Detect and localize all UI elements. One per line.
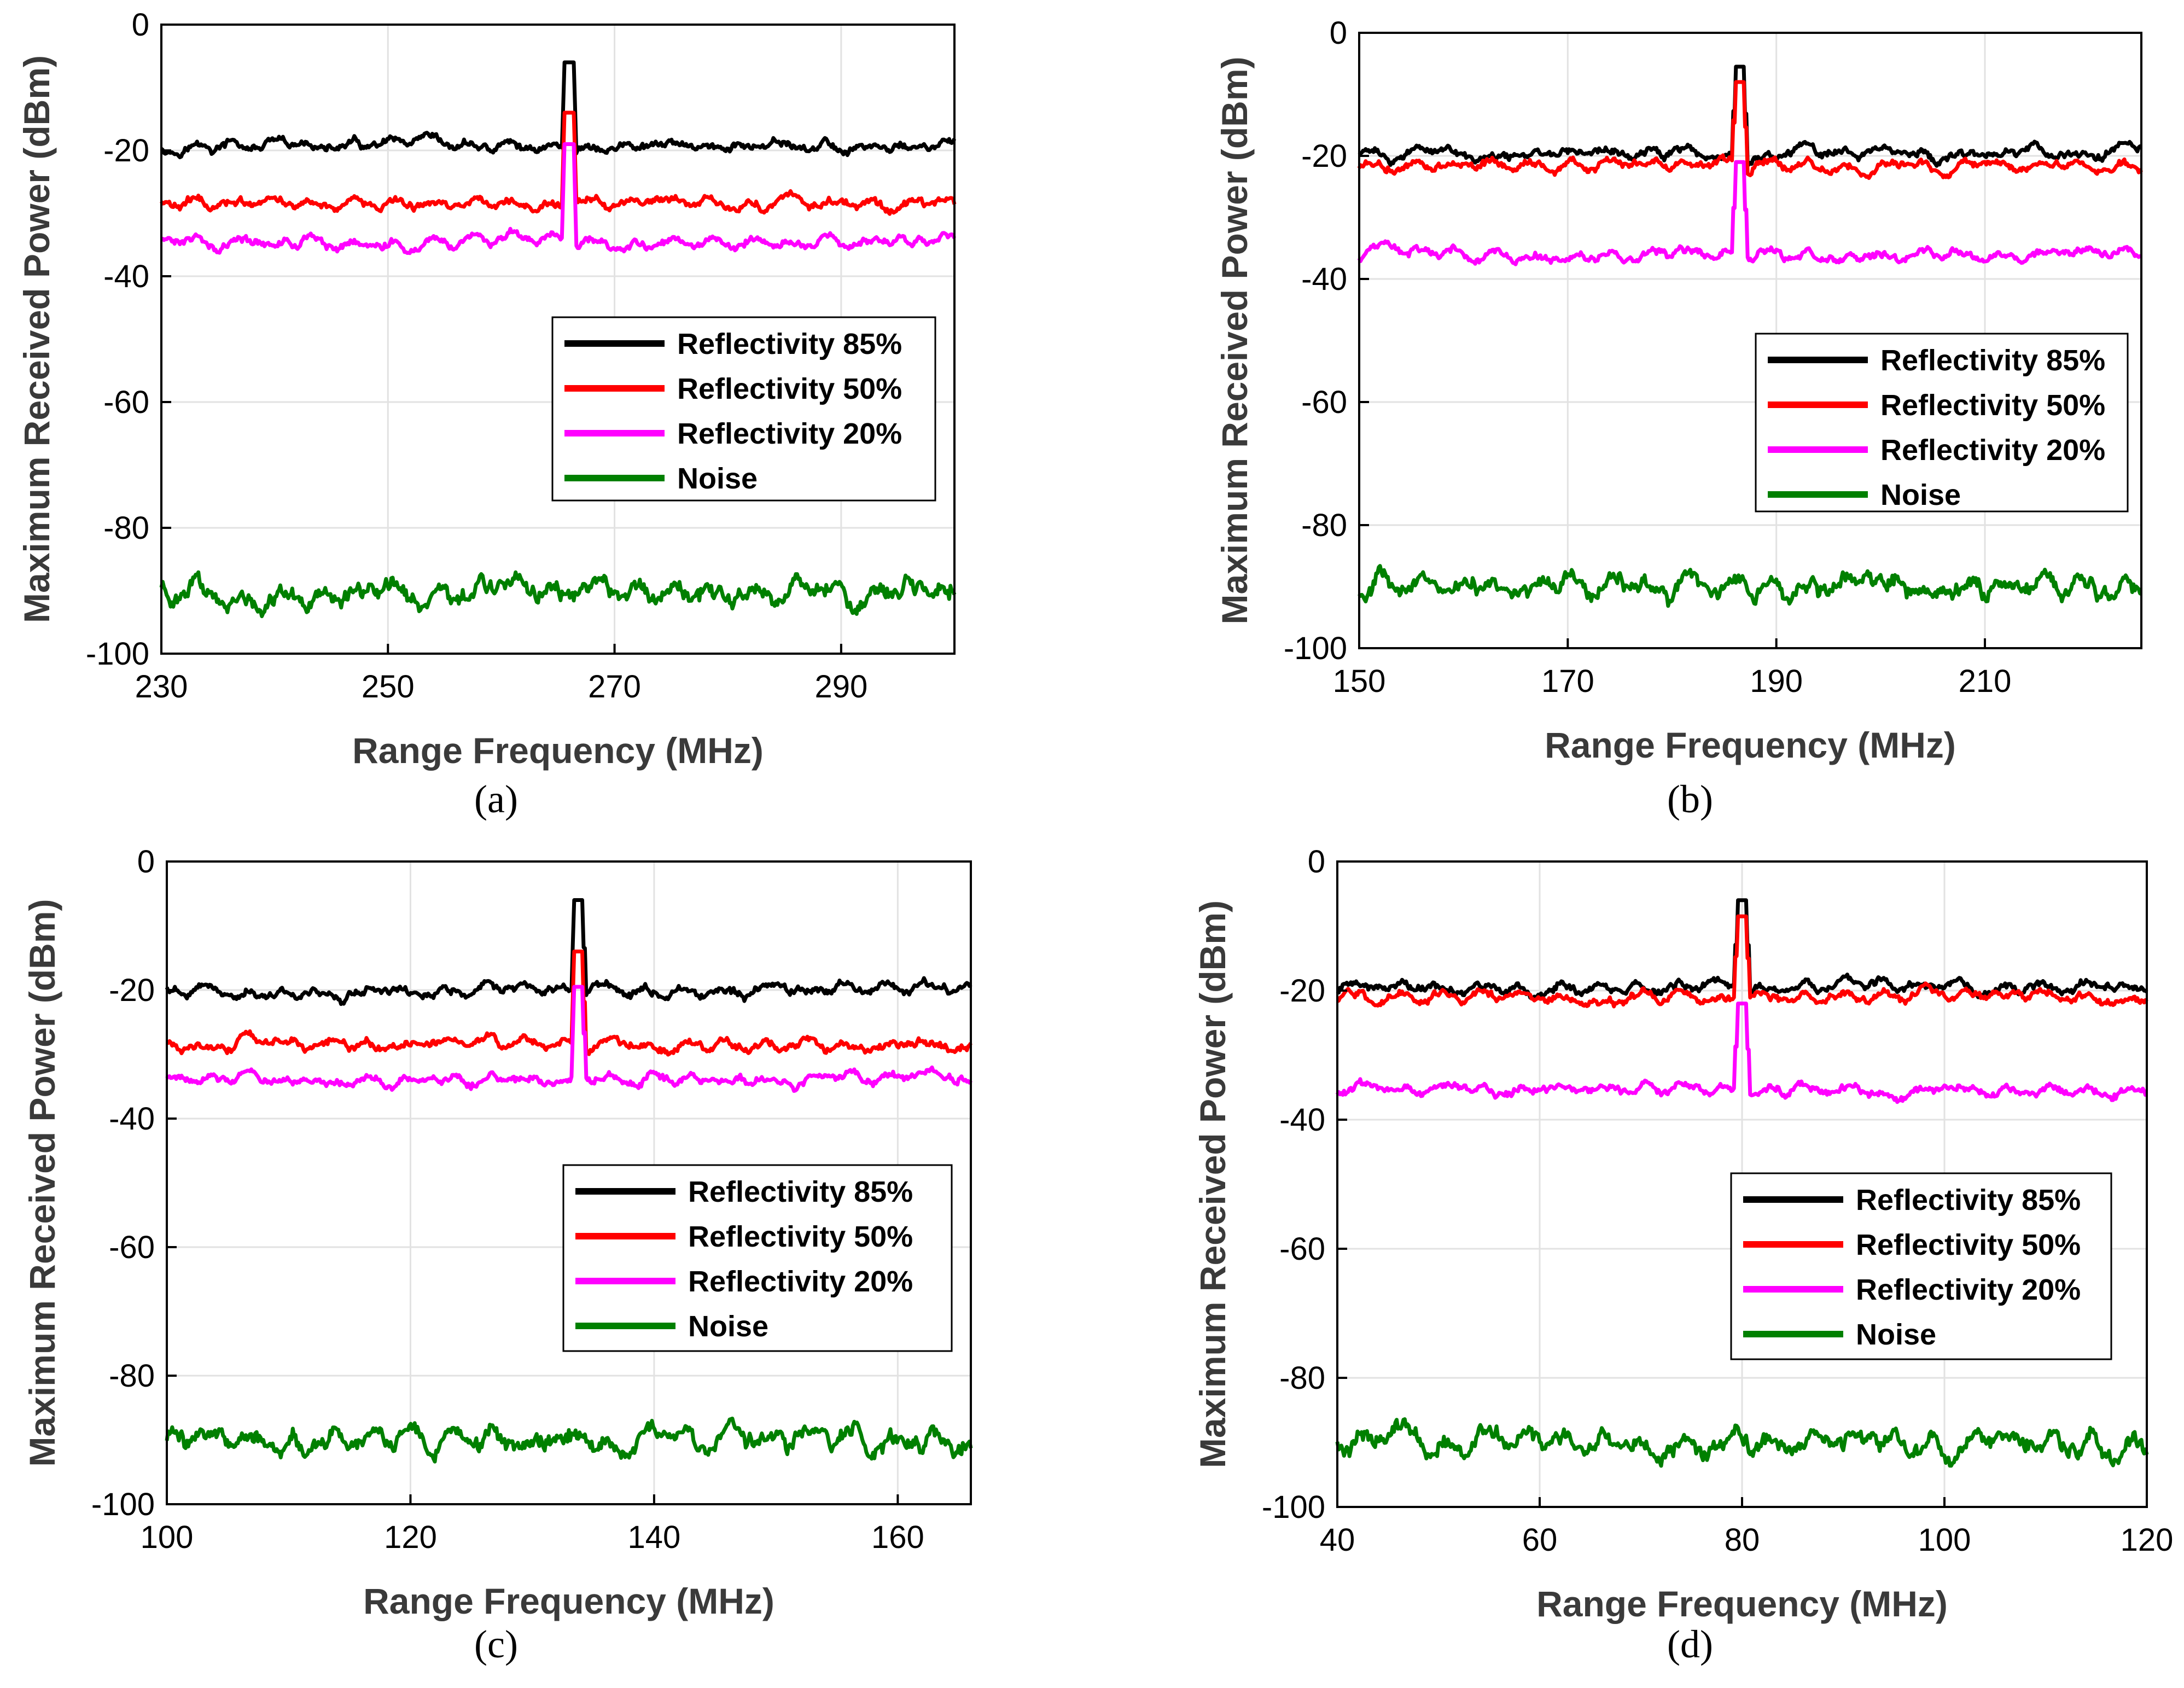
x-tick-label: 230 [135,669,188,705]
axes-box [160,24,956,655]
legend-label-r20: Reflectivity 20% [1856,1273,2081,1306]
y-tick-label: -60 [1279,1231,1325,1267]
x-tick-label: 150 [1333,663,1386,699]
legend-label-r85: Reflectivity 85% [677,328,902,360]
y-tick-label: -20 [1279,973,1325,1009]
series-line-noise [1335,1417,2149,1468]
y-tick-label: -40 [1279,1102,1325,1138]
x-tick-label: 40 [1320,1522,1355,1558]
y-axis-label: Maximum Received Power (dBm) [16,55,57,623]
legend-label-r50: Reflectivity 50% [1856,1229,2081,1261]
legend-label-r20: Reflectivity 20% [677,417,902,450]
y-tick-label: -100 [86,636,149,672]
y-tick-label: -100 [1262,1489,1325,1525]
caption-b: (b) [1667,777,1713,821]
y-tick-label: -60 [1301,385,1347,420]
series-line-r50 [1357,80,2144,180]
y-tick-label: -40 [103,259,149,294]
series-line-r85 [1358,65,2142,168]
x-tick-label: 80 [1725,1522,1760,1558]
legend-label-r85: Reflectivity 85% [688,1175,913,1208]
series-line-noise [1358,564,2142,608]
y-tick-label: 0 [132,7,149,43]
x-axis-label: Range Frequency (MHz) [363,1581,774,1621]
legend-label-noise: Noise [688,1310,768,1343]
legend-label-noise: Noise [1856,1318,1936,1351]
axes-box [166,860,972,1505]
caption-a: (a) [474,777,518,821]
series-line-r20 [1357,160,2142,266]
x-tick-label: 120 [384,1520,437,1555]
legend-label-r20: Reflectivity 20% [688,1265,913,1298]
y-tick-label: -80 [1301,508,1347,543]
y-axis-label: Maximum Received Power (dBm) [1214,57,1255,625]
legend-label-r50: Reflectivity 50% [1880,389,2105,422]
legend-box [1755,333,2129,513]
x-tick-label: 60 [1522,1522,1558,1558]
x-tick-label: 120 [2121,1522,2174,1558]
series-line-r50 [166,950,972,1057]
y-tick-label: 0 [1308,844,1325,880]
y-tick-label: -40 [1301,261,1347,297]
y-tick-label: -20 [109,973,155,1008]
x-axis-label: Range Frequency (MHz) [1545,725,1956,765]
series-line-r85 [160,60,957,159]
chart-panel-a: 230 250 270 290 0 -20 -40 -60 -80 -100 Range Frequ… [16,7,957,771]
legend-label-noise: Noise [677,462,758,495]
x-tick-label: 140 [628,1520,681,1555]
y-axis-label: Maximum Received Power (dBm) [1192,900,1233,1468]
x-tick-label: 270 [588,669,641,705]
series-line-r50 [160,110,957,216]
y-tick-label: 0 [137,844,155,880]
caption-d: (d) [1667,1622,1713,1666]
legend-label-noise: Noise [1880,479,1961,511]
series-line-noise [159,570,957,619]
y-tick-label: -20 [103,133,149,168]
axes-box [1358,32,2142,649]
series-line-r20 [1335,1002,2148,1104]
y-tick-label: -100 [1284,631,1347,666]
x-axis-label: Range Frequency (MHz) [352,730,764,771]
x-tick-label: 170 [1541,663,1594,699]
y-tick-label: -60 [103,385,149,420]
chart-panel-b: 150 170 190 210 0 -20 -40 -60 -80 -100 Range Frequ… [1214,15,2144,765]
legend-label-r85: Reflectivity 85% [1856,1184,2081,1216]
x-tick-label: 250 [362,669,415,705]
series-line-r20 [165,985,972,1093]
series-line-r85 [1336,898,2148,1000]
x-axis-label: Range Frequency (MHz) [1536,1584,1948,1624]
series-line-noise [165,1416,973,1464]
legend-label-r20: Reflectivity 20% [1880,434,2105,467]
legend-label-r50: Reflectivity 50% [677,372,902,405]
legend-label-r50: Reflectivity 50% [688,1220,913,1253]
chart-panel-d: 40 60 80 100 120 0 -20 -40 -60 -80 -100 Range Frequ… [1192,844,2174,1624]
y-tick-label: -100 [91,1487,155,1522]
series-line-r50 [1336,914,2148,1009]
y-tick-label: 0 [1330,15,1347,51]
x-tick-label: 190 [1750,663,1803,699]
series-line-r85 [165,898,972,1006]
x-tick-label: 100 [141,1520,194,1555]
y-tick-label: -20 [1301,138,1347,174]
legend-label-r85: Reflectivity 85% [1880,344,2105,377]
series-line-r20 [160,142,957,255]
y-tick-label: -60 [109,1230,155,1265]
chart-panel-c: 100 120 140 160 0 -20 -40 -60 -80 -100 Range Frequ… [22,844,973,1621]
caption-c: (c) [474,1622,518,1666]
x-tick-label: 100 [1918,1522,1971,1558]
y-tick-label: -80 [109,1358,155,1394]
y-tick-label: -80 [103,510,149,546]
legend-box [551,316,936,502]
x-tick-label: 290 [814,669,867,705]
legend-box [1730,1172,2112,1360]
y-tick-label: -80 [1279,1360,1325,1396]
x-tick-label: 210 [1959,663,2012,699]
x-tick-label: 160 [871,1520,924,1555]
y-tick-label: -40 [109,1101,155,1137]
y-axis-label: Maximum Received Power (dBm) [22,899,62,1467]
legend-box [562,1164,953,1352]
